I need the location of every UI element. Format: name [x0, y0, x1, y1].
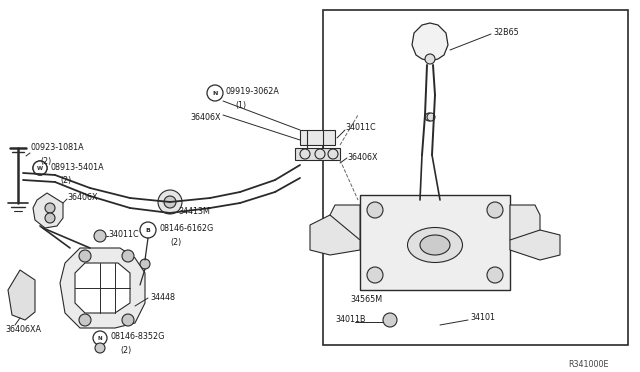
Text: 00923-1081A: 00923-1081A	[30, 143, 84, 152]
Text: 34011C: 34011C	[108, 230, 139, 239]
Polygon shape	[412, 23, 448, 61]
Text: 36406X: 36406X	[190, 113, 221, 122]
Polygon shape	[310, 215, 360, 255]
Text: 08146-6162G: 08146-6162G	[160, 224, 214, 233]
Circle shape	[93, 331, 107, 345]
Text: N: N	[98, 336, 102, 340]
Circle shape	[122, 250, 134, 262]
Text: 09919-3062A: 09919-3062A	[225, 87, 279, 96]
Circle shape	[158, 190, 182, 214]
Circle shape	[367, 267, 383, 283]
Text: (2): (2)	[170, 238, 181, 247]
Circle shape	[383, 313, 397, 327]
Ellipse shape	[420, 235, 450, 255]
Circle shape	[45, 203, 55, 213]
Polygon shape	[8, 270, 35, 320]
Polygon shape	[510, 205, 540, 240]
Text: 08913-5401A: 08913-5401A	[50, 163, 104, 172]
Bar	[323, 10, 628, 345]
Circle shape	[36, 164, 44, 172]
Text: 36406X: 36406X	[67, 193, 97, 202]
Text: 34565M: 34565M	[350, 295, 382, 304]
Ellipse shape	[408, 228, 463, 263]
Text: (2): (2)	[120, 346, 131, 355]
Circle shape	[140, 222, 156, 238]
Text: (2): (2)	[60, 176, 71, 185]
Polygon shape	[75, 263, 130, 313]
Circle shape	[33, 161, 47, 175]
Text: 36406XA: 36406XA	[5, 325, 41, 334]
Polygon shape	[60, 248, 145, 328]
Text: (1): (1)	[235, 101, 246, 110]
Circle shape	[79, 314, 91, 326]
Bar	[360, 195, 510, 290]
Text: 34101: 34101	[470, 313, 495, 322]
Text: R341000E: R341000E	[568, 360, 609, 369]
Text: 36406X: 36406X	[347, 153, 378, 162]
Bar	[295, 148, 340, 160]
Text: 32B65: 32B65	[493, 28, 519, 37]
Circle shape	[94, 230, 106, 242]
Circle shape	[425, 113, 433, 121]
Text: 34413M: 34413M	[178, 207, 210, 216]
Text: 34011B: 34011B	[335, 315, 365, 324]
Text: N: N	[212, 90, 218, 96]
Text: 08146-8352G: 08146-8352G	[110, 332, 164, 341]
Polygon shape	[510, 230, 560, 260]
Text: B: B	[145, 228, 150, 232]
Circle shape	[425, 54, 435, 64]
Text: 34448: 34448	[150, 293, 175, 302]
Circle shape	[164, 196, 176, 208]
Circle shape	[140, 259, 150, 269]
Polygon shape	[330, 205, 360, 240]
Circle shape	[45, 213, 55, 223]
Text: (2): (2)	[40, 157, 51, 166]
Circle shape	[79, 250, 91, 262]
Circle shape	[95, 343, 105, 353]
Circle shape	[487, 202, 503, 218]
Circle shape	[33, 161, 47, 175]
Polygon shape	[33, 193, 63, 228]
Text: 34011C: 34011C	[345, 123, 376, 132]
Text: W: W	[37, 166, 43, 170]
Circle shape	[122, 314, 134, 326]
Circle shape	[427, 113, 435, 121]
Circle shape	[207, 85, 223, 101]
Circle shape	[367, 202, 383, 218]
Bar	[300, 130, 335, 145]
Circle shape	[487, 267, 503, 283]
